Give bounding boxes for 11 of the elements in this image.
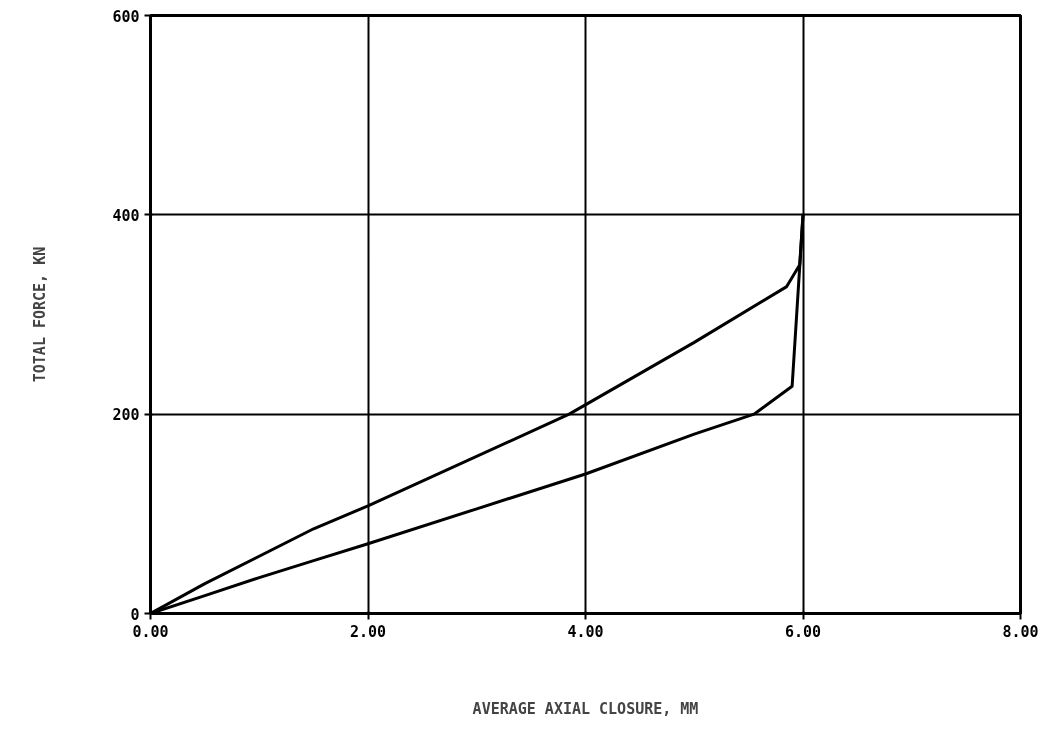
x-tick-label: 8.00	[1002, 622, 1039, 641]
y-tick-label: 0	[130, 605, 140, 624]
y-tick-label: 400	[112, 206, 140, 225]
x-tick-label: 6.00	[784, 622, 822, 641]
y-axis-title: TOTAL FORCE, KN	[31, 246, 50, 383]
x-tick-label: 0.00	[132, 622, 169, 641]
x-tick-label: 4.00	[567, 622, 604, 641]
x-axis-title: AVERAGE AXIAL CLOSURE, MM	[472, 699, 699, 718]
y-tick-label: 600	[112, 7, 140, 26]
y-tick-label: 200	[112, 406, 140, 425]
x-tick-label: 2.00	[349, 622, 387, 641]
